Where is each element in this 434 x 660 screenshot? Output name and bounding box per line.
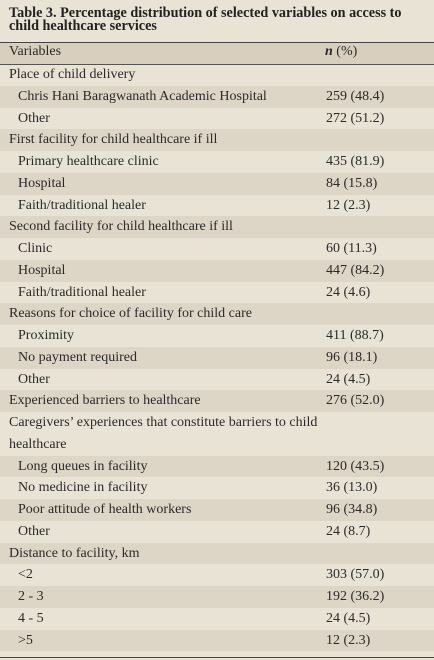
- row-label: Other: [18, 523, 50, 539]
- table-row: 2 - 3 192 (36.2): [0, 586, 434, 608]
- table-row: Clinic 60 (11.3): [0, 238, 434, 260]
- row-label: >5: [18, 632, 33, 648]
- top-rule: [0, 42, 434, 43]
- row-label: No medicine in facility: [18, 480, 148, 496]
- table-row: Place of child delivery: [0, 64, 434, 86]
- table-row: Hospital 447 (84.2): [0, 259, 434, 282]
- table-row: 4 - 5 24 (4.5): [0, 608, 434, 630]
- row-value: 96 (34.8): [326, 502, 378, 517]
- row-value: 192 (36.2): [326, 589, 385, 604]
- row-label: Faith/traditional healer: [18, 284, 146, 300]
- section-label: Caregivers’ experiences that constitute …: [9, 415, 318, 452]
- row-value: 24 (4.5): [326, 371, 371, 387]
- table-row: Hospital 84 (15.8): [0, 172, 434, 195]
- table-row: Second facility for child healthcare if …: [0, 216, 434, 238]
- row-value: 276 (52.0): [326, 393, 385, 409]
- row-value: 303 (57.0): [326, 567, 385, 583]
- section-label: Second facility for child healthcare if …: [9, 219, 233, 235]
- table-row: Long queues in facility 120 (43.5): [0, 455, 434, 478]
- row-label: Long queues in facility: [18, 458, 148, 474]
- row-value: 272 (51.2): [326, 110, 385, 126]
- row-value: 36 (13.0): [326, 480, 378, 496]
- table-row: Other 24 (8.7): [0, 521, 434, 543]
- row-label: Hospital: [18, 175, 66, 191]
- row-label: 2 - 3: [18, 589, 44, 604]
- row-label: Other: [18, 371, 50, 387]
- table-row: Reasons for choice of facility for child…: [0, 303, 434, 325]
- table-caption: Table 3. Percentage distribution of sele…: [9, 5, 402, 34]
- row-value: 24 (4.6): [326, 284, 371, 300]
- table-row: Poor attitude of health workers 96 (34.8): [0, 499, 434, 521]
- table-row: Primary healthcare clinic 435 (81.9): [0, 151, 434, 173]
- table-row: Faith/traditional healer 24 (4.6): [0, 282, 434, 304]
- row-value: 435 (81.9): [326, 154, 385, 169]
- row-label: <2: [18, 567, 33, 583]
- row-label: No payment required: [18, 349, 137, 365]
- header-percent: (%): [332, 44, 358, 59]
- table-row: Other 24 (4.5): [0, 369, 434, 391]
- row-value: 12 (2.3): [326, 632, 371, 648]
- row-label: Primary healthcare clinic: [18, 154, 159, 169]
- table-row: No medicine in facility 36 (13.0): [0, 477, 434, 499]
- header-n: n: [325, 44, 333, 59]
- row-label: Faith/traditional healer: [18, 197, 146, 213]
- table-row: Faith/traditional healer 12 (2.3): [0, 195, 434, 217]
- row-value: 411 (88.7): [326, 328, 384, 343]
- section-label: Reasons for choice of facility for child…: [9, 306, 252, 322]
- row-label: 4 - 5: [18, 610, 44, 626]
- table-row: Distance to facility, km: [0, 542, 434, 565]
- row-value: 60 (11.3): [326, 241, 377, 256]
- header-rule: [0, 64, 434, 65]
- row-label: Poor attitude of health workers: [18, 502, 192, 517]
- row-label: Clinic: [18, 241, 53, 256]
- header-n-percent: n (%): [325, 44, 357, 60]
- section-label: Experienced barriers to healthcare: [9, 393, 201, 409]
- row-label: Hospital: [18, 262, 66, 278]
- table-body: Place of child delivery Chris Hani Baragw…: [0, 64, 434, 652]
- row-value: 259 (48.4): [326, 88, 385, 104]
- table-row: Other 272 (51.2): [0, 108, 434, 130]
- row-value: 24 (8.7): [326, 523, 371, 539]
- row-value: 24 (4.5): [326, 610, 371, 626]
- table-header: Variables n (%): [0, 43, 434, 64]
- section-label: Distance to facility, km: [9, 545, 140, 561]
- row-value: 447 (84.2): [326, 262, 385, 278]
- row-value: 96 (18.1): [326, 349, 378, 365]
- header-variables: Variables: [9, 44, 62, 59]
- table-row: Experienced barriers to healthcare 276 (5…: [0, 390, 434, 412]
- row-label: Proximity: [18, 328, 75, 343]
- table-row: <2 303 (57.0): [0, 564, 434, 586]
- row-value: 12 (2.3): [326, 197, 371, 213]
- row-value: 84 (15.8): [326, 175, 378, 191]
- section-label: First facility for child healthcare if i…: [9, 132, 218, 148]
- table-row: Proximity 411 (88.7): [0, 325, 434, 347]
- table-row: Chris Hani Baragwanath Academic Hospital…: [0, 85, 434, 108]
- table-row: >5 12 (2.3): [0, 629, 434, 652]
- table-row: First facility for child healthcare if i…: [0, 129, 434, 151]
- bottom-rule: [0, 657, 434, 658]
- table-row: No payment required 96 (18.1): [0, 346, 434, 369]
- row-value: 120 (43.5): [326, 458, 385, 474]
- table-row: Caregivers’ experiences that constitute …: [0, 412, 434, 456]
- section-label: Place of child delivery: [9, 67, 136, 82]
- row-label: Other: [18, 110, 50, 126]
- row-label: Chris Hani Baragwanath Academic Hospital: [18, 88, 267, 104]
